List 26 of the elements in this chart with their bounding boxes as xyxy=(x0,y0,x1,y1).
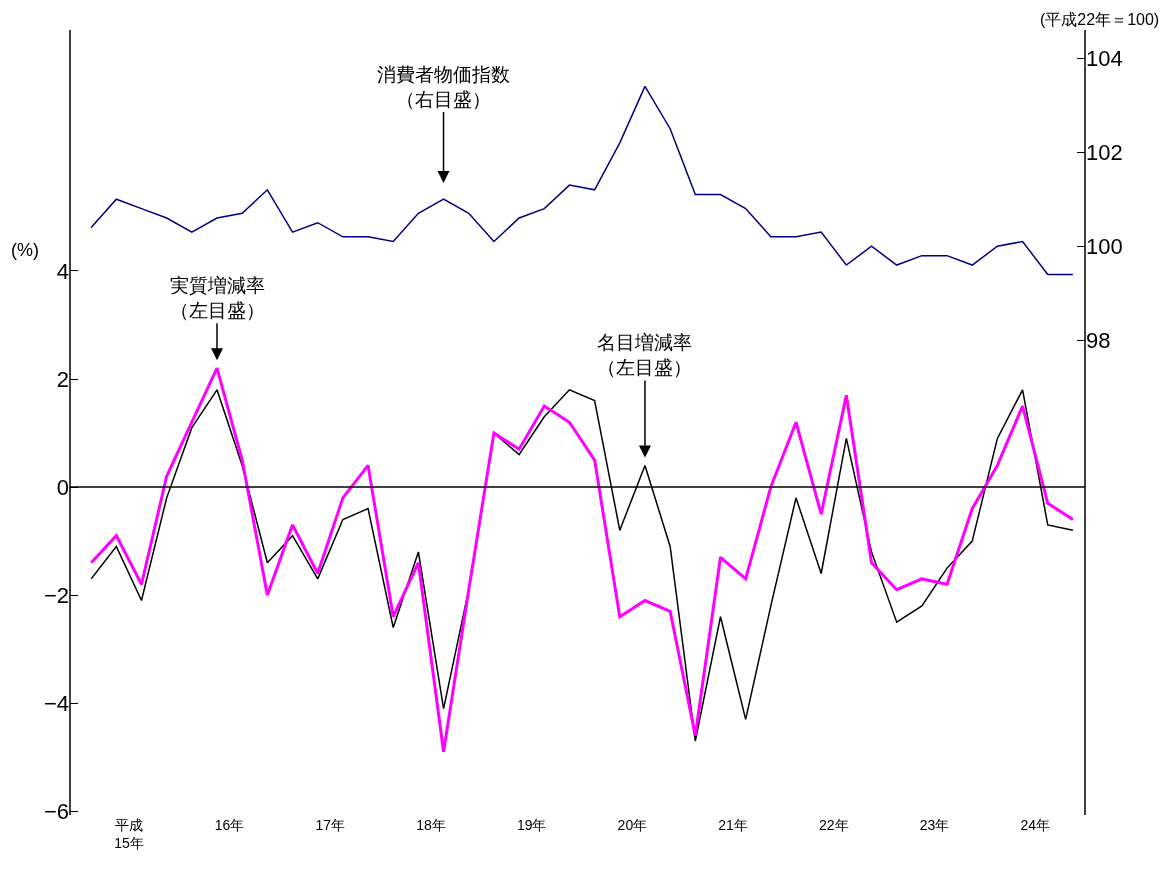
y-tick-label: −2 xyxy=(43,582,69,608)
annotation: 消費者物価指数（右目盛） xyxy=(377,64,510,110)
x-tick-label: 19年 xyxy=(516,817,547,833)
line-series xyxy=(90,85,1074,276)
y-tick-label: 0 xyxy=(56,474,69,500)
annotation: 名目増減率（左目盛） xyxy=(597,332,692,378)
y2-tick-label: 102 xyxy=(1086,139,1123,165)
y2-tick-label: 98 xyxy=(1086,327,1111,353)
x-tick-label: 16年 xyxy=(214,817,245,833)
x-tick-label: 20年 xyxy=(617,817,648,833)
x-tick-label: 18年 xyxy=(416,817,446,833)
y-axis-title: (%) xyxy=(11,240,39,260)
x-tick-label: 23年 xyxy=(919,817,950,833)
x-tick-label: 22年 xyxy=(818,817,849,833)
y2-axis-title: (平成22年＝100) xyxy=(1040,11,1160,28)
x-tick-label: 21年 xyxy=(718,817,748,833)
y-tick-label: 4 xyxy=(56,258,69,284)
x-tick-label: 17年 xyxy=(315,817,346,833)
y-tick-label: −4 xyxy=(43,690,69,716)
y-tick-label: −6 xyxy=(43,798,69,824)
y-tick-label: 2 xyxy=(56,366,69,392)
y2-tick-label: 100 xyxy=(1086,233,1123,259)
annotation: 実質増減率（左目盛） xyxy=(170,275,265,321)
y2-tick-label: 104 xyxy=(1086,45,1123,71)
x-tick-label: 平成15年 xyxy=(114,817,144,852)
x-tick-label: 24年 xyxy=(1020,817,1050,833)
